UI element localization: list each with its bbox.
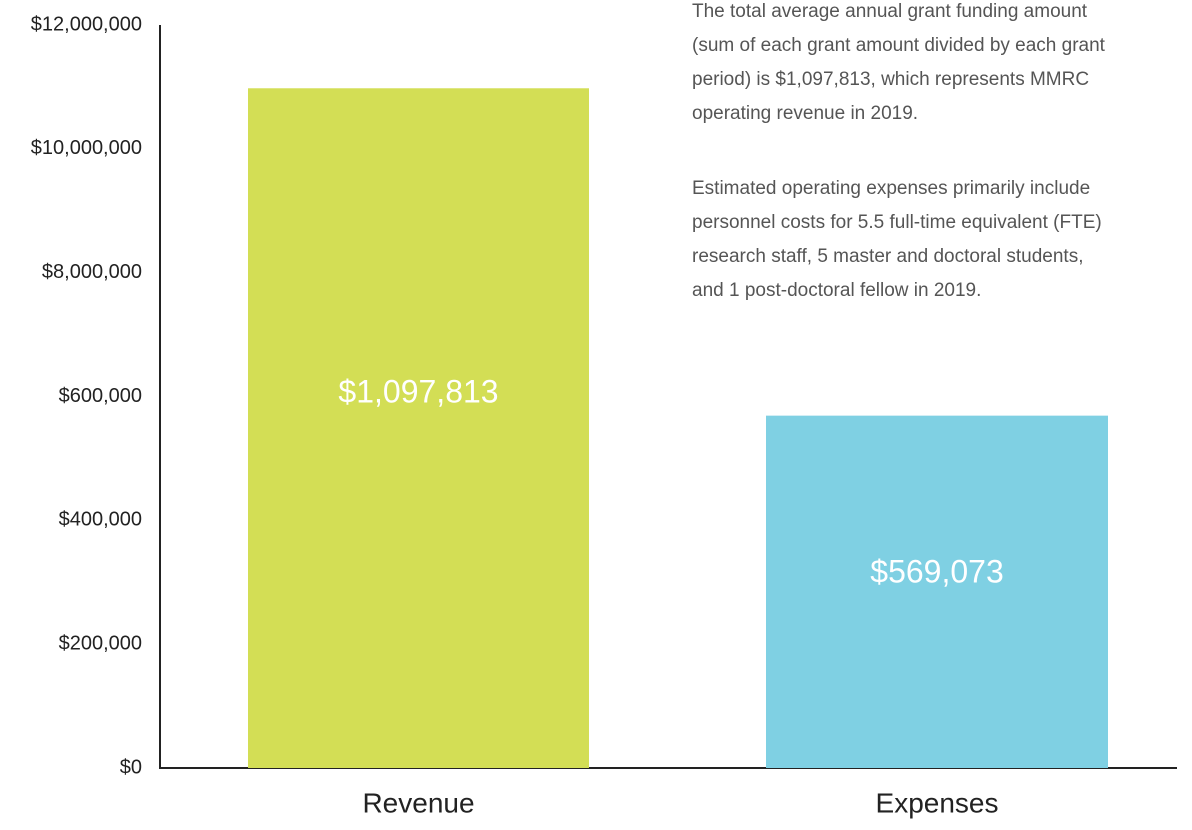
annotation-line: The total average annual grant funding a… — [692, 1, 1088, 22]
y-tick-label: $12,000,000 — [31, 13, 142, 35]
annotation-line: and 1 post-doctoral fellow in 2019. — [692, 280, 981, 301]
value-label: $569,073 — [870, 554, 1003, 590]
y-tick-label: $0 — [120, 756, 142, 778]
annotation-line: research staff, 5 master and doctoral st… — [692, 246, 1083, 267]
annotation-line: (sum of each grant amount divided by eac… — [692, 35, 1106, 56]
value-label: $1,097,813 — [338, 374, 498, 410]
y-tick-label: $200,000 — [59, 632, 142, 654]
y-tick-label: $400,000 — [59, 509, 142, 531]
annotation-line: personnel costs for 5.5 full-time equiva… — [692, 212, 1102, 233]
x-tick-label: Expenses — [876, 787, 999, 818]
x-tick-label: Revenue — [362, 787, 474, 818]
annotation-line: Estimated operating expenses primarily i… — [692, 178, 1090, 199]
bar — [766, 415, 1108, 768]
y-tick-label: $10,000,000 — [31, 137, 142, 159]
annotation-line: period) is $1,097,813, which represents … — [692, 69, 1089, 90]
bar — [248, 88, 589, 769]
y-tick-label: $8,000,000 — [42, 261, 142, 283]
annotation-line: operating revenue in 2019. — [692, 103, 918, 124]
y-tick-label: $600,000 — [59, 385, 142, 407]
